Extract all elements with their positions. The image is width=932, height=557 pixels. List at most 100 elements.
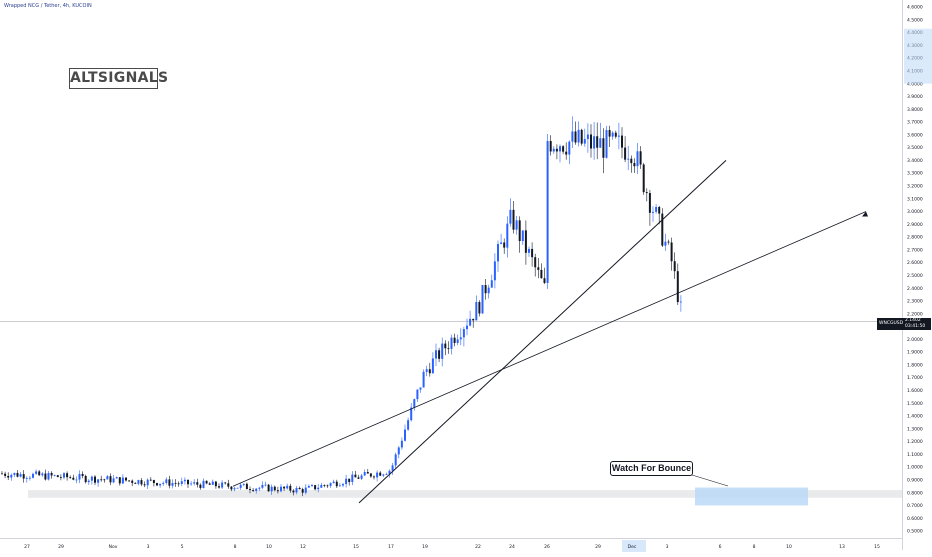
candle-body [658,206,661,214]
candle-body [360,475,363,479]
candle-body [47,472,50,480]
time-range-highlight [622,540,646,552]
candle-body [245,483,248,490]
candle-body [317,487,320,490]
candle-body [571,131,574,142]
candle-body [335,481,338,487]
candle-body [4,473,7,476]
price-tick-label: 3.3000 [907,171,923,177]
candle-body [177,483,180,485]
candle-body [565,151,568,155]
candle-body [391,465,394,471]
watermark-logo: ALTSIGNALS [69,68,168,89]
candle-body [428,369,431,374]
candle-body [183,479,186,482]
candle-body [143,484,146,486]
candle-body [10,474,13,478]
candle-body [664,241,667,246]
price-tick-label: 3.2000 [907,184,923,190]
candle-body [202,480,205,488]
candle-body [617,135,620,137]
time-tick-label: 13 [839,544,845,550]
candle-body [475,302,478,321]
arrowhead-icon [862,211,868,217]
projection-arrow[interactable] [232,211,867,487]
candle-body [574,131,577,143]
candle-body [636,151,639,167]
candle-body [413,399,416,408]
candle-body [472,318,475,321]
price-tick-label: 3.0000 [907,209,923,215]
candle-body [534,257,537,268]
time-tick-label: 10 [266,544,272,550]
candle-body [376,472,379,478]
candle-body [168,479,171,486]
candle-body [419,387,422,390]
candle-body [218,486,220,488]
candle-body [670,242,673,262]
candle-body [354,474,357,478]
candle-body [75,479,78,481]
candle-body [196,482,199,485]
time-tick-label: 29 [595,544,601,550]
price-tick-label: 1.6000 [907,388,923,394]
time-tick-label: 15 [353,544,359,550]
price-axis[interactable]: 4.60004.50004.40004.30004.20004.10004.00… [902,0,932,550]
time-axis[interactable]: 27 29 Nov 3 5 8 10 12 15 17 19 22 24 26 29 Dec 3 6 8 10 13 15 [0,538,902,552]
candle-body [22,474,25,479]
candle-body [549,141,552,152]
candle-body [345,478,348,485]
candle-body [379,472,382,476]
candle-body [35,471,38,474]
candle-body [577,129,580,143]
candle-body [59,477,62,478]
candle-body [524,230,527,253]
time-tick-label: 5 [181,544,184,550]
candle-body [645,192,648,194]
candle-body [441,343,444,359]
candle-body [320,484,323,488]
candle-body [397,447,400,455]
candle-body [593,136,596,149]
candle-body [332,481,335,484]
candle-body [484,285,487,294]
candle-body [72,477,75,480]
candle-body [249,489,251,491]
watch-for-bounce-callout[interactable]: Watch For Bounce [610,461,693,476]
candle-body [118,477,121,484]
candle-body [459,337,462,340]
time-tick-label: 12 [300,544,306,550]
candle-body [373,476,375,478]
candle-body [224,482,227,484]
price-tick-label: 1.1000 [907,452,923,458]
price-tick-label: 3.7000 [907,120,923,126]
candle-body [286,485,289,489]
candle-body [7,475,10,478]
candle-body [673,261,676,272]
candle-body [447,348,450,350]
candle-body [205,480,208,484]
candle-body [586,134,589,140]
candle-body [605,130,608,158]
candle-body [97,479,100,483]
candle-body [388,470,391,475]
candle-body [580,129,583,144]
time-tick-label: 17 [388,544,394,550]
candle-body [81,474,84,476]
price-tick-label: 0.6000 [907,516,923,522]
time-tick-label: 22 [475,544,481,550]
candle-body [590,134,592,149]
candle-body [280,486,282,492]
candle-body [490,280,493,288]
candle-body [450,337,453,349]
candle-body [416,389,419,400]
candle-body [255,488,258,491]
candle-body [438,350,441,359]
bar-countdown: 03:41:50 [905,324,926,329]
trendline[interactable] [358,160,727,504]
candle-body [38,471,41,476]
candle-body [611,132,614,137]
price-tick-label: 0.9000 [907,477,923,483]
candle-body [466,325,468,330]
